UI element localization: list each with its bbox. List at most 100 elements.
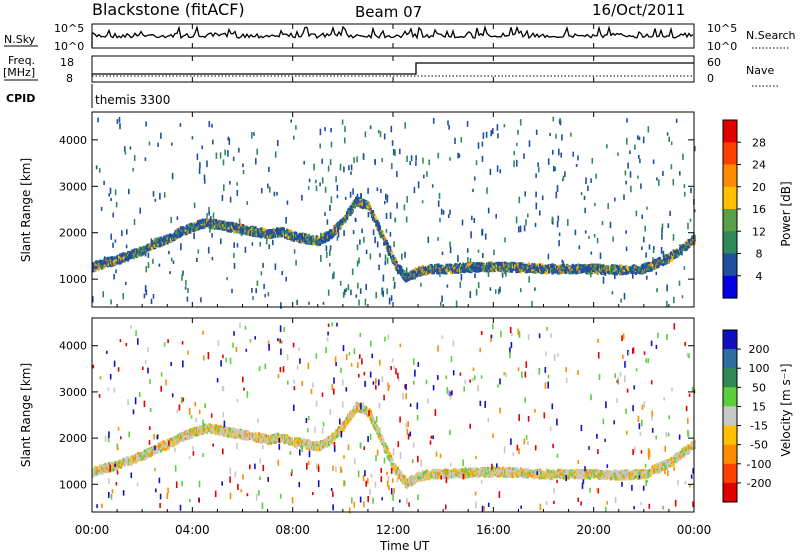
scatter-cell — [183, 231, 186, 235]
scatter-cell — [251, 434, 254, 438]
scatter-cell — [614, 271, 617, 275]
power-colorbar-label: Power [dB] — [779, 181, 793, 246]
scatter-cell — [421, 200, 424, 204]
scatter-cell — [461, 219, 464, 226]
scatter-cell — [319, 143, 321, 149]
scatter-cell — [577, 155, 579, 161]
scatter-cell — [360, 202, 363, 206]
scatter-cell — [668, 255, 671, 259]
scatter-cell — [198, 167, 201, 174]
scatter-cell — [254, 228, 257, 231]
scatter-cell — [97, 466, 100, 470]
scatter-cell — [509, 269, 512, 273]
scatter-cell — [139, 207, 141, 214]
scatter-cell — [525, 263, 528, 267]
scatter-cell — [568, 271, 571, 275]
scatter-cell — [590, 271, 592, 278]
scatter-cell — [133, 219, 136, 225]
scatter-cell — [482, 269, 485, 273]
scatter-cell — [385, 213, 388, 219]
scatter-cell — [176, 439, 179, 443]
scatter-cell — [442, 210, 445, 215]
scatter-cell — [169, 240, 173, 243]
scatter-cell — [319, 182, 321, 187]
scatter-cell — [327, 231, 331, 235]
scatter-cell — [257, 233, 261, 237]
scatter-cell — [469, 258, 472, 264]
scatter-cell — [216, 431, 219, 435]
scatter-cell — [478, 266, 481, 270]
scatter-cell — [519, 225, 522, 233]
scatter-cell — [680, 250, 683, 254]
scatter-cell — [203, 225, 206, 229]
scatter-cell — [485, 131, 488, 138]
scatter-cell — [252, 225, 255, 233]
colorbar-swatch — [723, 231, 737, 255]
scatter-cell — [594, 202, 596, 207]
scatter-cell — [587, 264, 590, 268]
scatter-cell — [190, 435, 193, 439]
scatter-cell — [482, 266, 485, 270]
scatter-cell — [629, 171, 632, 178]
scatter-cell — [150, 246, 153, 250]
scatter-cell — [364, 200, 367, 204]
scatter-cell — [403, 270, 406, 274]
scatter-cell — [408, 278, 411, 282]
scatter-cell — [535, 191, 537, 198]
scatter-cell — [262, 229, 265, 233]
scatter-cell — [419, 273, 422, 277]
scatter-cell — [251, 132, 253, 139]
scatter-cell — [308, 238, 311, 242]
scatter-cell — [642, 270, 645, 274]
scatter-cell — [635, 210, 638, 217]
scatter-cell — [568, 266, 571, 270]
scatter-cell — [580, 269, 583, 273]
scatter-cell — [184, 437, 187, 440]
scatter-cell — [301, 440, 305, 444]
scatter-cell — [170, 257, 173, 262]
scatter-cell — [645, 252, 647, 258]
scatter-cell — [504, 237, 506, 243]
scatter-cell — [583, 195, 586, 201]
scatter-cell — [264, 434, 267, 438]
scatter-cell — [274, 440, 278, 444]
nsky-tick-bottom-left: 10^0 — [54, 40, 84, 53]
scatter-cell — [475, 269, 478, 273]
scatter-cell — [108, 193, 110, 197]
scatter-cell — [499, 286, 501, 293]
scatter-cell — [312, 234, 315, 238]
scatter-cell — [637, 175, 639, 179]
scatter-cell — [449, 209, 451, 215]
scatter-cell — [308, 178, 311, 183]
scatter-cell — [270, 234, 273, 238]
scatter-cell — [528, 268, 531, 272]
scatter-cell — [376, 226, 379, 230]
scatter-cell — [230, 430, 233, 434]
scatter-cell — [364, 205, 367, 209]
scatter-cell — [459, 281, 462, 289]
scatter-cell — [132, 167, 134, 172]
scatter-cell — [640, 266, 643, 270]
scatter-cell — [112, 212, 114, 218]
scatter-cell — [289, 235, 292, 239]
scatter-cell — [391, 163, 393, 170]
scatter-cell — [222, 159, 225, 166]
scatter-cell — [219, 220, 222, 224]
scatter-cell — [238, 147, 240, 153]
scatter-cell — [607, 271, 610, 275]
scatter-cell — [159, 236, 162, 240]
scatter-cell — [197, 249, 200, 254]
scatter-cell — [260, 271, 263, 276]
scatter-cell — [127, 456, 130, 460]
scatter-cell — [466, 269, 469, 273]
scatter-cell — [661, 233, 663, 240]
scatter-cell — [611, 265, 614, 269]
scatter-cell — [669, 210, 671, 216]
scatter-cell — [365, 249, 368, 255]
scatter-cell — [112, 242, 114, 248]
scatter-cell — [254, 439, 257, 443]
scatter-cell — [224, 221, 227, 225]
scatter-cell — [101, 471, 104, 475]
scatter-cell — [584, 266, 587, 270]
scatter-cell — [661, 223, 664, 229]
